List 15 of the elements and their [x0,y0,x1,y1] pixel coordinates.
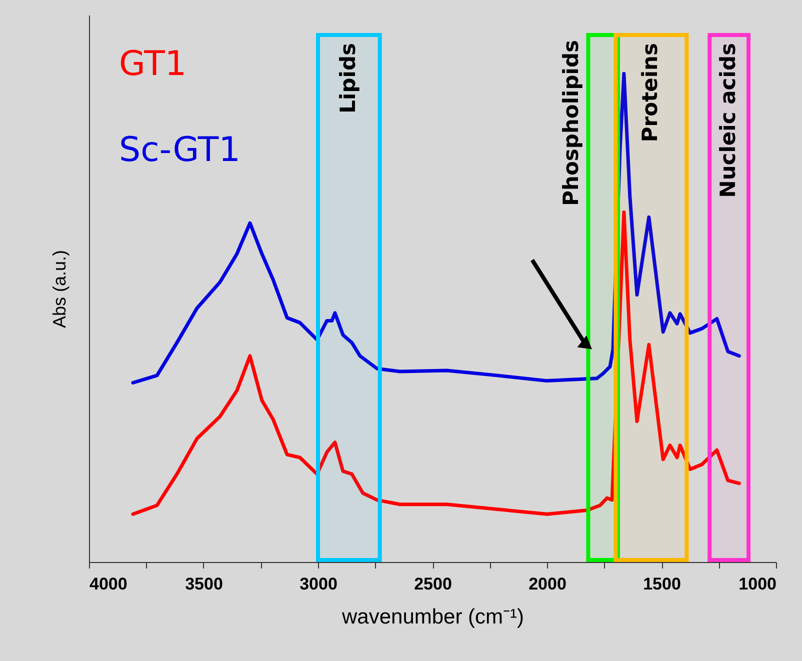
x-tick-label: 4000 [90,574,128,594]
x-tick-label: 3500 [185,574,223,594]
band-label: Proteins [638,43,662,142]
series-label: Sc-GT1 [119,130,240,170]
band-label: Lipids [336,43,360,114]
y-axis-title: Abs (a.u.) [50,250,70,328]
text: GT1 [119,44,187,84]
x-tick-label: 3000 [300,574,338,594]
x-tick-label: 2000 [528,574,566,594]
x-tick-label: 2500 [414,574,452,594]
band-label: Nucleic acids [716,43,740,198]
x-tick-label: 1000 [738,574,776,594]
x-axis-title: wavenumber (cm⁻¹) [340,606,524,628]
band-label: Phospholipids [559,40,584,206]
x-tick-label: 1500 [643,574,681,594]
